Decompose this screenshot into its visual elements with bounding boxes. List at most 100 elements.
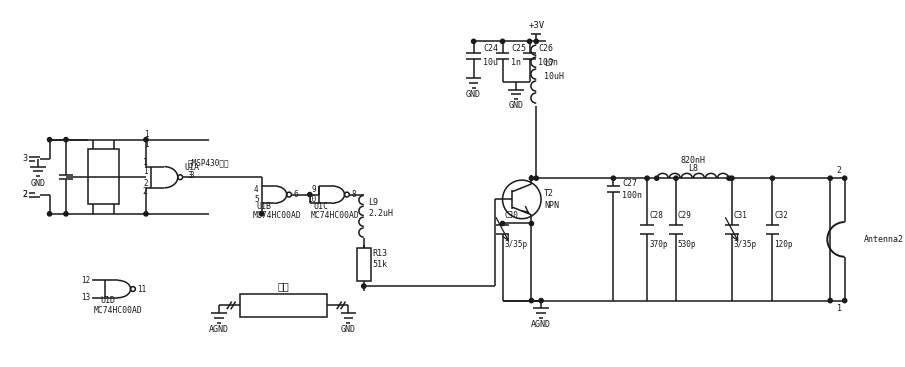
Text: 4: 4 — [254, 185, 259, 194]
Text: 3: 3 — [188, 171, 193, 180]
Circle shape — [362, 284, 366, 288]
Text: U1A: U1A — [185, 163, 199, 172]
Circle shape — [144, 212, 148, 216]
Text: 9: 9 — [312, 185, 317, 194]
Circle shape — [500, 221, 505, 226]
Text: C29: C29 — [678, 211, 691, 219]
Text: NPN: NPN — [544, 201, 559, 210]
Circle shape — [843, 176, 847, 180]
Text: 1: 1 — [144, 140, 148, 149]
Text: 100n: 100n — [538, 58, 558, 67]
Circle shape — [64, 138, 68, 142]
Text: 530p: 530p — [678, 240, 697, 248]
Text: 1n: 1n — [511, 58, 521, 67]
Text: 2: 2 — [23, 190, 27, 199]
Circle shape — [611, 176, 615, 180]
Text: 1: 1 — [143, 167, 148, 176]
Text: T2: T2 — [544, 189, 554, 198]
Circle shape — [654, 176, 659, 180]
Circle shape — [843, 298, 847, 303]
Circle shape — [529, 221, 534, 226]
Circle shape — [674, 176, 678, 180]
Circle shape — [47, 212, 52, 216]
Text: 2: 2 — [143, 187, 148, 196]
Text: U1C: U1C — [314, 201, 329, 211]
Circle shape — [534, 39, 538, 43]
Circle shape — [727, 176, 731, 180]
Text: GND: GND — [341, 325, 356, 334]
Circle shape — [308, 192, 312, 197]
Text: +3V: +3V — [529, 21, 544, 30]
Text: MC74HC00AD: MC74HC00AD — [252, 211, 301, 220]
Text: U1B: U1B — [256, 201, 271, 211]
Text: L8: L8 — [688, 164, 698, 173]
Text: C26: C26 — [538, 44, 553, 52]
Text: MC74HC00AD: MC74HC00AD — [93, 306, 142, 315]
Text: 120p: 120p — [775, 240, 793, 248]
Circle shape — [529, 176, 534, 180]
Circle shape — [828, 298, 833, 303]
Text: 11: 11 — [138, 284, 147, 294]
Text: GND: GND — [31, 178, 45, 188]
Text: 2.2uH: 2.2uH — [368, 209, 394, 218]
Text: 10uH: 10uH — [544, 72, 564, 81]
Text: U1D: U1D — [100, 296, 116, 305]
Circle shape — [260, 212, 263, 216]
Circle shape — [528, 39, 531, 43]
Text: 1: 1 — [143, 158, 148, 167]
Text: GND: GND — [466, 90, 481, 99]
Text: C32: C32 — [775, 211, 788, 219]
Text: AGND: AGND — [209, 325, 229, 334]
Text: Antenna2: Antenna2 — [864, 235, 904, 244]
Text: 370p: 370p — [649, 240, 668, 248]
Text: 1: 1 — [837, 304, 842, 313]
Text: 2: 2 — [23, 190, 27, 199]
Circle shape — [47, 138, 52, 142]
Text: 3: 3 — [23, 155, 27, 163]
Text: C25: C25 — [511, 44, 526, 52]
Text: 820nH: 820nH — [681, 156, 705, 166]
Circle shape — [472, 39, 476, 43]
Text: 3/35p: 3/35p — [734, 240, 757, 248]
Text: 6: 6 — [293, 190, 298, 199]
Circle shape — [645, 176, 649, 180]
Text: 10: 10 — [308, 195, 317, 204]
Text: MC74HC00AD: MC74HC00AD — [310, 211, 359, 220]
Text: AGND: AGND — [531, 320, 551, 329]
Text: C27: C27 — [622, 179, 637, 189]
Circle shape — [770, 176, 775, 180]
Text: 51k: 51k — [373, 261, 387, 269]
Text: 13: 13 — [81, 293, 91, 302]
Text: L9: L9 — [368, 198, 378, 207]
Text: C28: C28 — [649, 211, 662, 219]
Bar — [88, 149, 119, 204]
Text: 接MSP430接口: 接MSP430接口 — [187, 158, 229, 167]
Bar — [357, 248, 370, 281]
Text: 磁珠: 磁珠 — [278, 281, 290, 291]
Text: 8: 8 — [351, 190, 356, 199]
Text: GND: GND — [509, 101, 523, 110]
Text: 3/35p: 3/35p — [504, 240, 528, 248]
Text: L7: L7 — [544, 59, 554, 69]
Text: 12: 12 — [81, 276, 91, 285]
Text: C30: C30 — [504, 211, 519, 219]
Text: 100n: 100n — [622, 191, 642, 200]
Bar — [241, 294, 327, 317]
Circle shape — [534, 176, 538, 180]
Text: 5: 5 — [254, 195, 259, 204]
Circle shape — [729, 176, 734, 180]
Text: 10u: 10u — [483, 58, 499, 67]
Text: 2: 2 — [143, 178, 148, 188]
Circle shape — [529, 298, 534, 303]
Text: 1: 1 — [144, 130, 148, 139]
Text: C24: C24 — [483, 44, 499, 52]
Text: 2: 2 — [837, 166, 842, 175]
Circle shape — [828, 176, 833, 180]
Circle shape — [144, 138, 148, 142]
Text: 3: 3 — [189, 171, 194, 180]
Text: C31: C31 — [734, 211, 748, 219]
Circle shape — [64, 212, 68, 216]
Text: R13: R13 — [373, 249, 387, 258]
Circle shape — [500, 39, 505, 43]
Circle shape — [539, 298, 543, 303]
